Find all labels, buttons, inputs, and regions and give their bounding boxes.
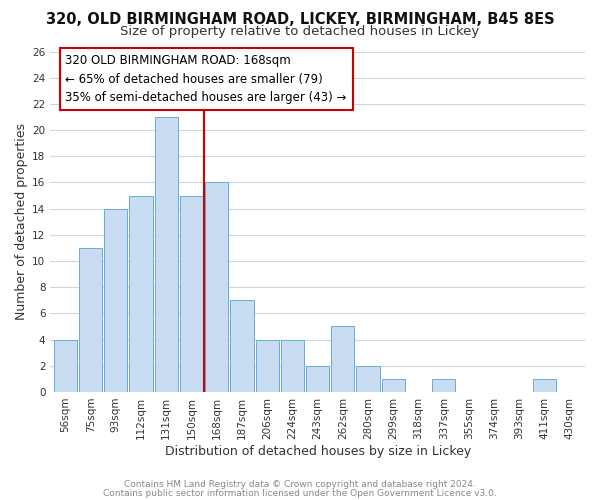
Text: 320 OLD BIRMINGHAM ROAD: 168sqm
← 65% of detached houses are smaller (79)
35% of: 320 OLD BIRMINGHAM ROAD: 168sqm ← 65% of… (65, 54, 347, 104)
Text: Contains HM Land Registry data © Crown copyright and database right 2024.: Contains HM Land Registry data © Crown c… (124, 480, 476, 489)
Bar (230, 300, 254, 392)
Bar (382, 379, 405, 392)
Bar (356, 366, 380, 392)
Text: Size of property relative to detached houses in Lickey: Size of property relative to detached ho… (121, 25, 479, 38)
Bar (54, 340, 77, 392)
Bar (256, 340, 279, 392)
Bar (432, 379, 455, 392)
Bar (104, 208, 127, 392)
Bar (205, 182, 229, 392)
Bar (79, 248, 102, 392)
Bar (281, 340, 304, 392)
Text: 320, OLD BIRMINGHAM ROAD, LICKEY, BIRMINGHAM, B45 8ES: 320, OLD BIRMINGHAM ROAD, LICKEY, BIRMIN… (46, 12, 554, 28)
Bar (331, 326, 355, 392)
Y-axis label: Number of detached properties: Number of detached properties (15, 123, 28, 320)
X-axis label: Distribution of detached houses by size in Lickey: Distribution of detached houses by size … (164, 444, 471, 458)
Bar (155, 117, 178, 392)
Bar (533, 379, 556, 392)
Bar (130, 196, 152, 392)
Bar (306, 366, 329, 392)
Bar (180, 196, 203, 392)
Text: Contains public sector information licensed under the Open Government Licence v3: Contains public sector information licen… (103, 488, 497, 498)
